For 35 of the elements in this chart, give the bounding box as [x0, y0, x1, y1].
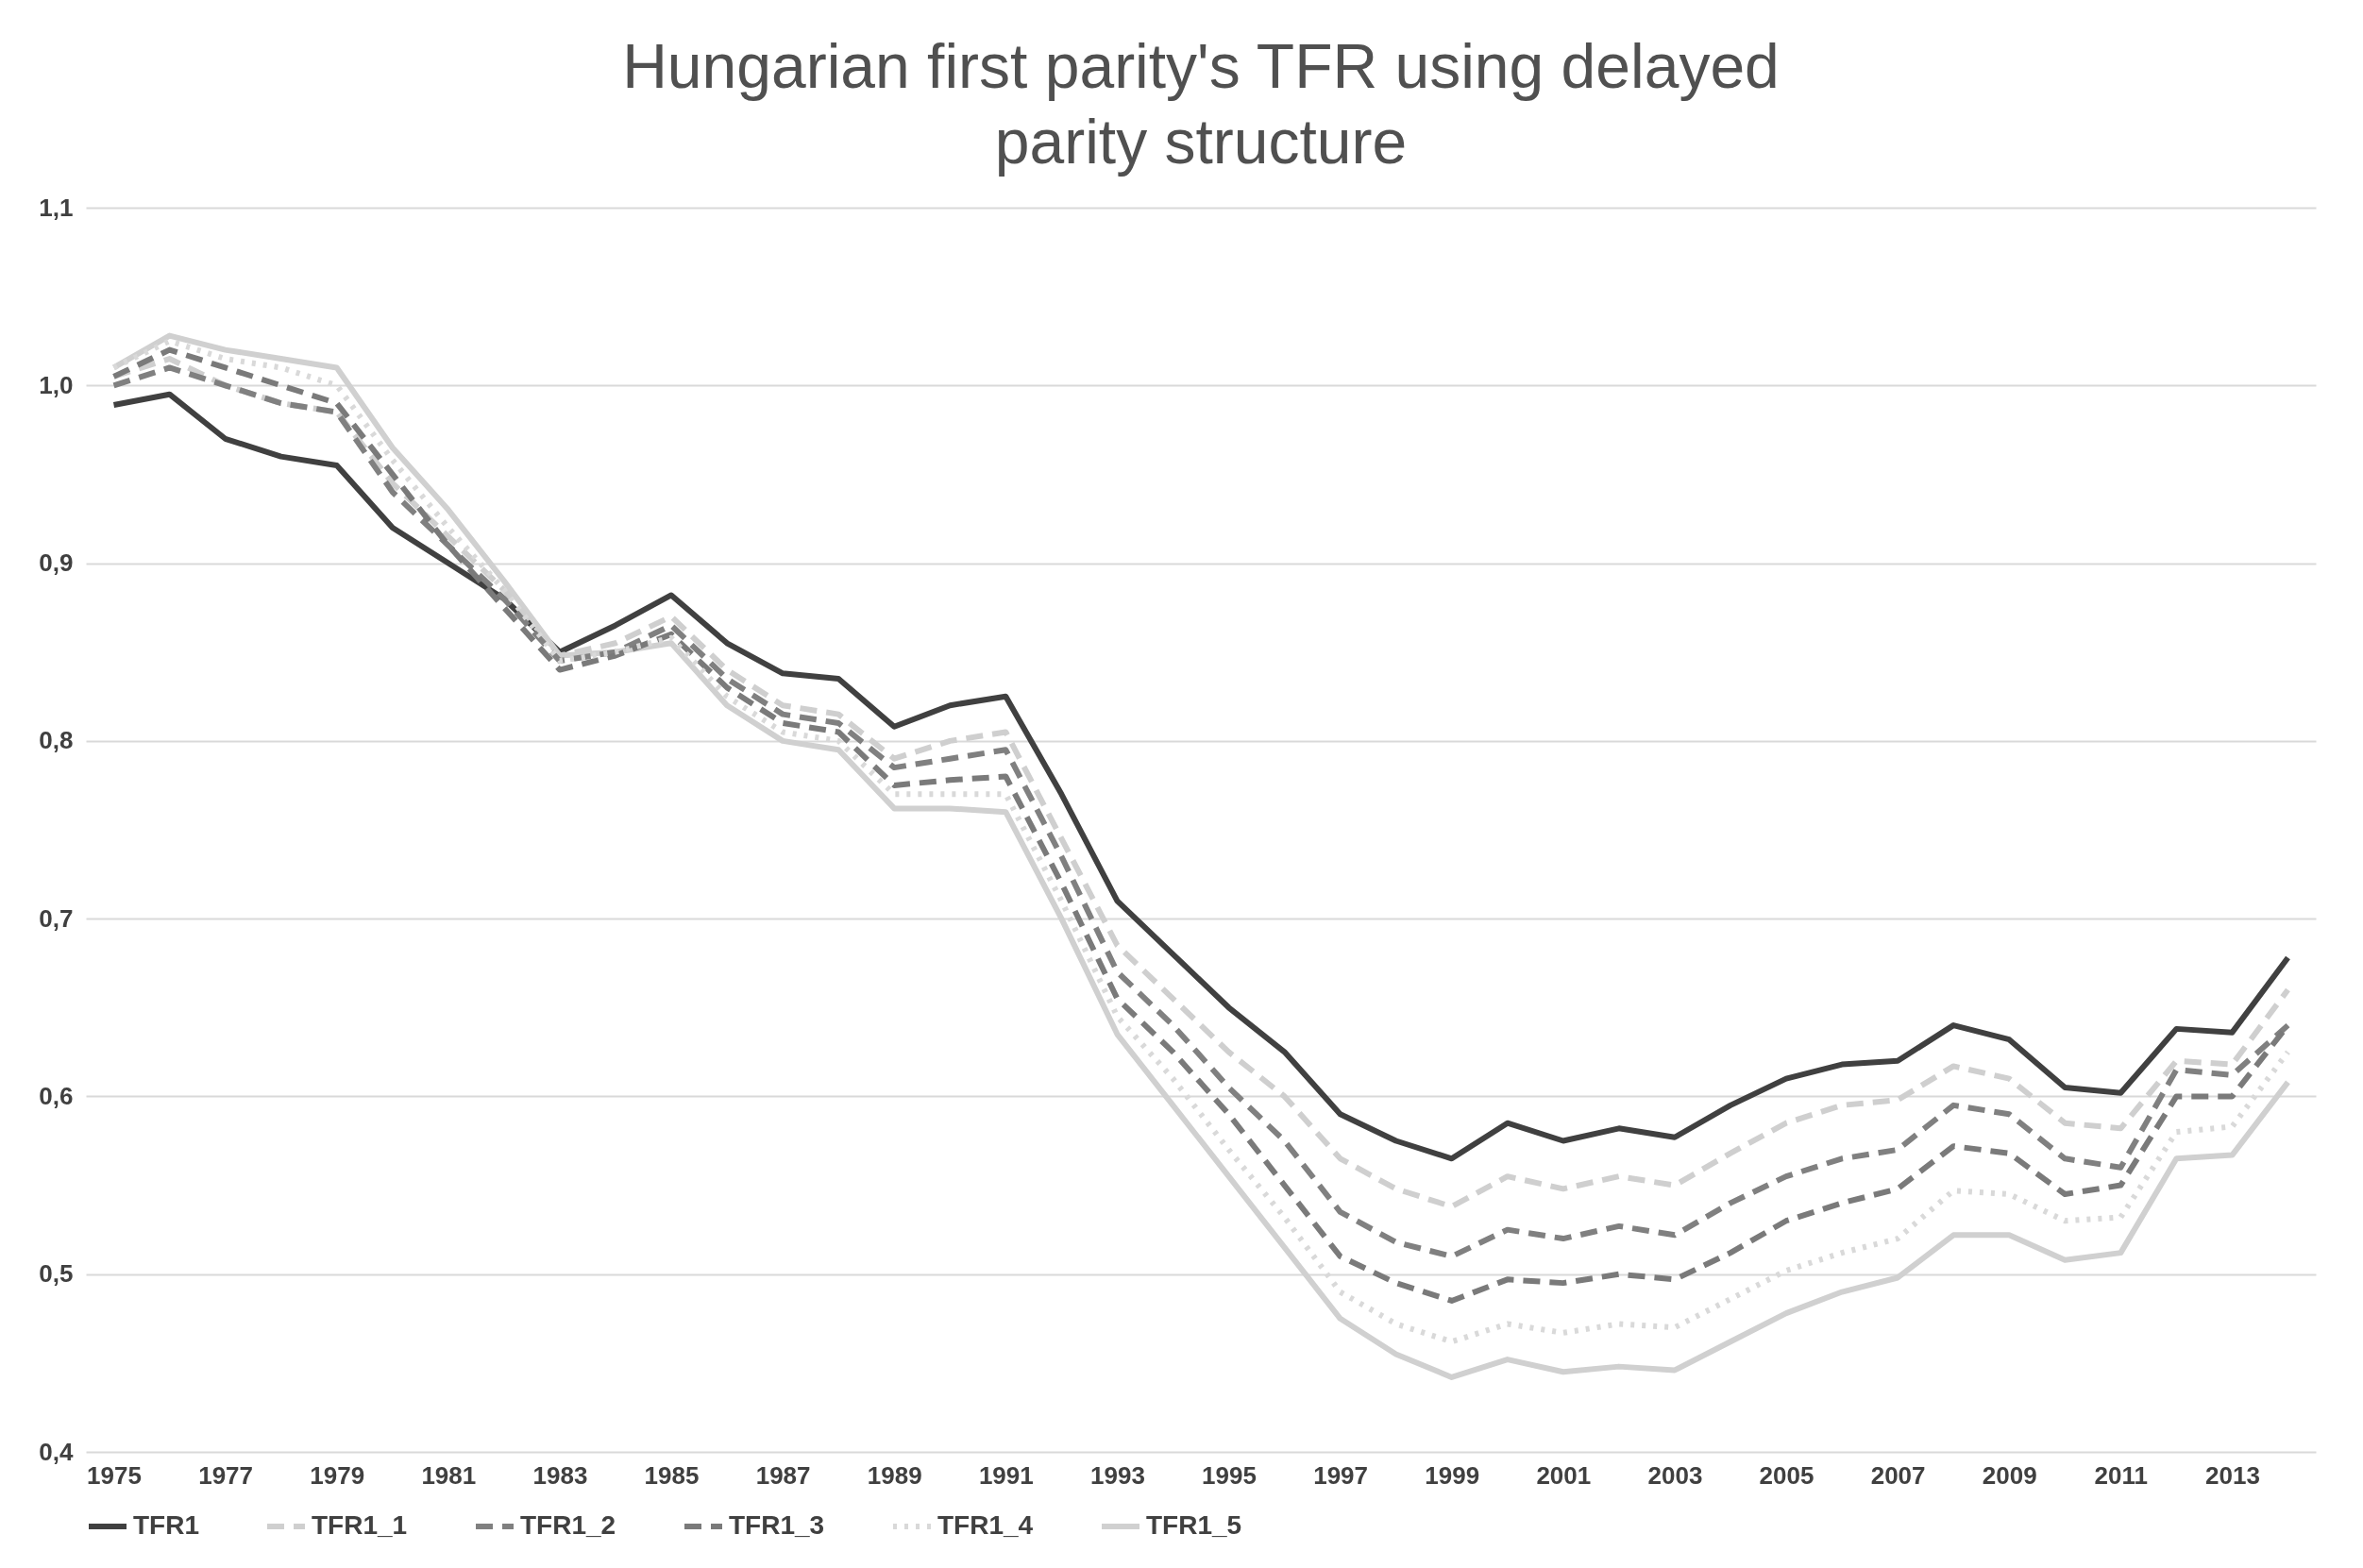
- y-tick-label: 0,4: [39, 1437, 75, 1466]
- x-tick-label: 1983: [532, 1460, 588, 1490]
- x-tick-label: 2009: [1982, 1460, 2037, 1490]
- legend-label: TFR1: [133, 1510, 199, 1540]
- x-tick-label: 1989: [867, 1460, 922, 1490]
- x-tick-label: 1985: [644, 1460, 700, 1490]
- x-tick-label: 1995: [1202, 1460, 1257, 1490]
- y-tick-label: 1,1: [39, 193, 74, 222]
- legend-label: TFR1_5: [1146, 1510, 1242, 1540]
- x-tick-label: 2003: [1647, 1460, 1703, 1490]
- legend-label: TFR1_2: [520, 1510, 616, 1540]
- y-tick-label: 0,6: [39, 1081, 74, 1110]
- x-tick-label: 2011: [2094, 1460, 2149, 1490]
- y-tick-label: 1,0: [39, 370, 74, 399]
- x-tick-label: 1987: [755, 1460, 811, 1490]
- x-tick-label: 1975: [87, 1460, 142, 1490]
- x-tick-label: 1977: [198, 1460, 254, 1490]
- x-tick-label: 2013: [2205, 1460, 2260, 1490]
- x-tick-label: 1979: [310, 1460, 365, 1490]
- y-tick-label: 0,7: [39, 903, 74, 933]
- x-tick-label: 1999: [1425, 1460, 1480, 1490]
- x-tick-label: 2007: [1870, 1460, 1926, 1490]
- x-tick-label: 1993: [1090, 1460, 1145, 1490]
- legend-label: TFR1_4: [937, 1510, 1034, 1540]
- y-tick-label: 0,5: [39, 1259, 74, 1289]
- x-tick-label: 1981: [421, 1460, 477, 1490]
- x-tick-label: 2001: [1536, 1460, 1592, 1490]
- y-tick-label: 0,9: [39, 548, 74, 578]
- x-tick-label: 1997: [1313, 1460, 1369, 1490]
- chart-title: Hungarian first parity's TFR using delayed parity structure: [622, 31, 1780, 177]
- y-tick-label: 0,8: [39, 726, 74, 755]
- legend-label: TFR1_1: [312, 1510, 408, 1540]
- x-tick-label: 2005: [1759, 1460, 1814, 1490]
- legend-label: TFR1_3: [729, 1510, 825, 1540]
- x-tick-label: 1991: [978, 1460, 1034, 1490]
